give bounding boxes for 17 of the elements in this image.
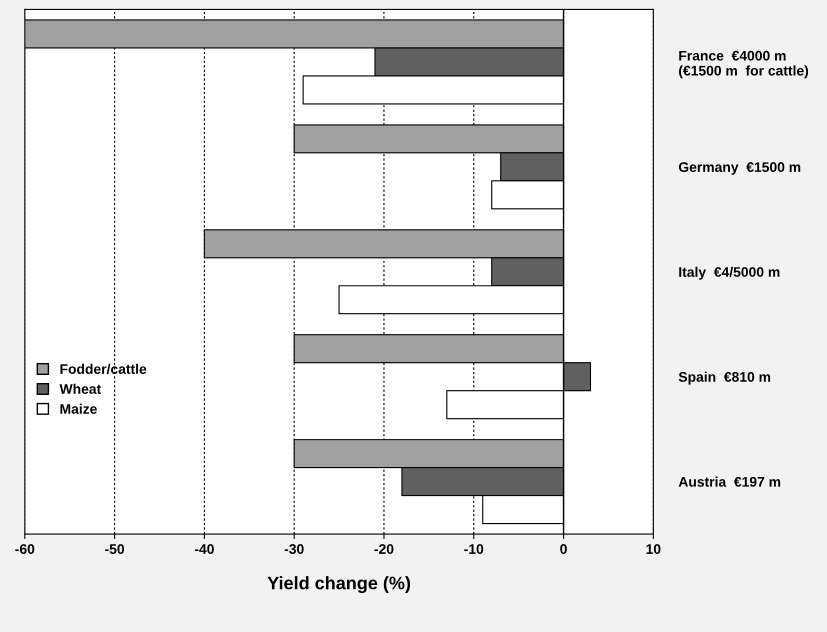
legend-label: Maize bbox=[60, 404, 97, 414]
legend-label: Wheat bbox=[60, 384, 102, 394]
x-tick-label: 0 bbox=[560, 544, 567, 554]
y-tick-label: France €4000 m (€1500 m for cattle) bbox=[679, 50, 808, 78]
x-tick-label: 10 bbox=[646, 544, 660, 554]
x-tick-label: -60 bbox=[15, 544, 34, 554]
x-tick-label: -50 bbox=[105, 544, 124, 554]
x-tick-label: -30 bbox=[284, 544, 304, 554]
x-tick-label: -40 bbox=[194, 544, 214, 554]
x-tick-label: -20 bbox=[374, 544, 394, 554]
y-tick-label: Spain €810 m bbox=[678, 372, 770, 385]
y-tick-label: Germany €1500 m bbox=[678, 162, 800, 175]
legend-label: Fodder/cattle bbox=[60, 364, 146, 374]
y-tick-label: Italy €4/5000 m bbox=[679, 266, 780, 280]
y-tick-label: Austria €197 m bbox=[678, 476, 780, 487]
x-tick-label: -10 bbox=[464, 544, 484, 554]
x-axis-title: Yield change (%) bbox=[267, 576, 410, 594]
